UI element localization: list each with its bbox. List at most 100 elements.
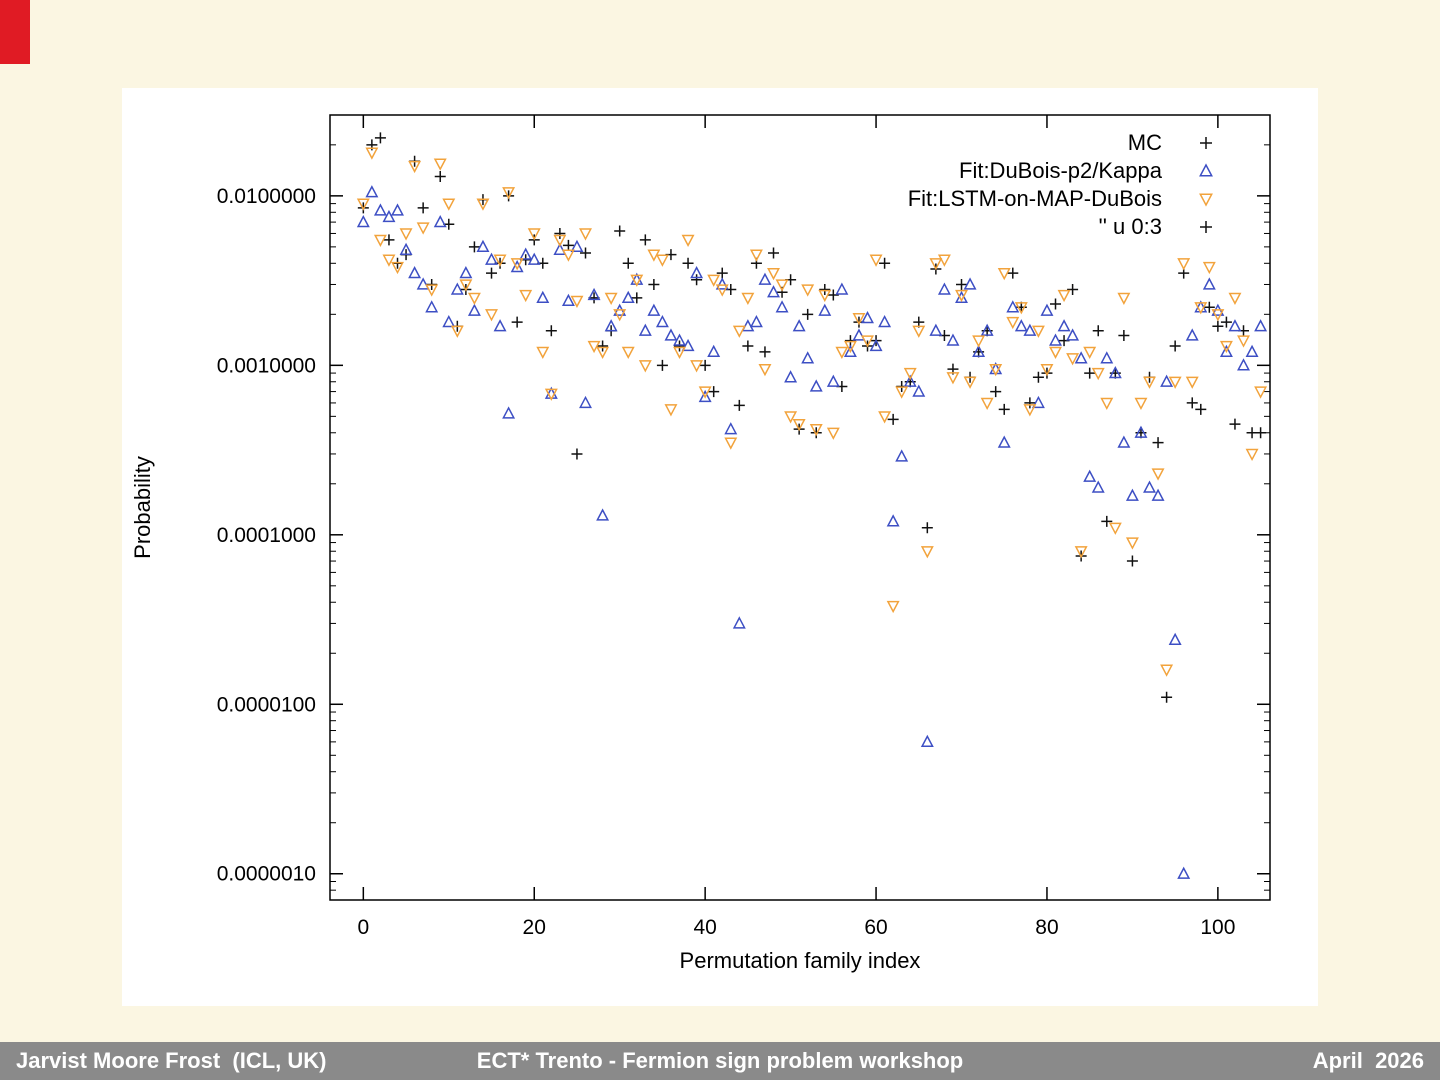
data-point	[459, 266, 473, 279]
data-point	[408, 266, 422, 279]
data-point	[1255, 427, 1267, 439]
data-point	[767, 267, 780, 281]
data-point	[955, 289, 968, 303]
data-point	[674, 340, 686, 352]
data-point	[1049, 333, 1062, 346]
data-point	[767, 285, 780, 298]
data-point	[990, 386, 1002, 398]
data-point	[1228, 292, 1242, 305]
data-point	[1228, 319, 1242, 332]
data-point	[597, 340, 609, 352]
data-point	[921, 522, 933, 534]
data-point	[655, 254, 669, 267]
data-point	[690, 360, 704, 373]
data-point	[690, 266, 704, 279]
data-point	[536, 290, 550, 304]
data-point	[1220, 316, 1232, 328]
data-point	[450, 282, 464, 295]
data-point	[1229, 418, 1241, 430]
data-point	[647, 303, 661, 316]
data-point	[433, 215, 447, 228]
data-point	[1254, 386, 1268, 399]
plot-border	[329, 114, 1271, 901]
data-point	[382, 209, 396, 223]
data-point	[596, 508, 610, 521]
data-point	[895, 449, 909, 462]
data-point	[553, 234, 567, 247]
data-point	[1219, 340, 1233, 354]
data-point	[467, 303, 481, 316]
data-point	[1194, 302, 1208, 315]
data-point	[450, 325, 464, 338]
data-point	[1066, 353, 1080, 366]
plot-box	[329, 114, 1271, 901]
data-point	[1202, 261, 1216, 275]
data-point	[980, 323, 994, 336]
data-point	[998, 403, 1010, 415]
data-point	[1049, 346, 1062, 360]
data-point	[502, 406, 516, 419]
data-point	[613, 309, 627, 322]
x-tick-label: 100	[1200, 916, 1235, 939]
data-point	[382, 254, 396, 267]
data-point	[1134, 425, 1148, 438]
data-point	[1169, 340, 1181, 352]
data-point	[391, 203, 404, 216]
data-point	[707, 344, 721, 358]
data-point	[365, 185, 379, 198]
data-point	[1057, 289, 1071, 303]
footer-workshop: ECT* Trento - Fermion sign problem works…	[476, 1048, 964, 1073]
data-point	[1161, 691, 1173, 703]
data-point	[579, 228, 592, 241]
data-point	[758, 272, 772, 285]
data-point	[467, 292, 481, 305]
data-point	[801, 284, 815, 297]
data-point	[510, 258, 524, 271]
data-point	[1186, 397, 1198, 409]
data-point	[1118, 329, 1130, 341]
data-point	[664, 404, 678, 417]
data-point	[562, 239, 574, 251]
data-point	[852, 328, 866, 341]
data-point	[1014, 302, 1028, 315]
data-point	[792, 319, 806, 332]
data-point	[1245, 344, 1259, 358]
data-point	[553, 242, 567, 256]
data-point	[417, 202, 429, 214]
data-point	[1083, 469, 1097, 482]
data-point	[792, 418, 806, 432]
data-point	[443, 218, 455, 230]
data-point	[580, 247, 592, 259]
x-tick-label: 80	[1035, 916, 1058, 939]
data-point	[356, 198, 370, 211]
legend-marker	[1200, 221, 1212, 233]
data-point	[1211, 309, 1225, 322]
data-point	[716, 267, 728, 279]
data-point	[732, 616, 746, 629]
data-point	[937, 282, 951, 295]
data-point	[1245, 448, 1259, 462]
data-point	[1185, 376, 1199, 389]
data-point	[554, 227, 566, 239]
data-point	[741, 292, 755, 305]
data-point	[946, 372, 960, 385]
data-point	[408, 160, 422, 174]
data-point	[1083, 346, 1097, 360]
data-point	[1237, 358, 1250, 371]
data-point	[596, 346, 610, 360]
data-point	[638, 323, 652, 336]
data-point	[809, 424, 823, 437]
data-point	[1151, 488, 1165, 501]
data-point	[639, 234, 651, 246]
data-point	[373, 234, 387, 247]
data-point	[810, 427, 822, 439]
data-point	[887, 413, 899, 425]
x-axis-title: Permutation family index	[680, 948, 921, 973]
data-point	[818, 303, 832, 316]
data-point	[1031, 395, 1045, 409]
data-point	[571, 448, 583, 460]
data-point	[476, 198, 490, 211]
legend-label: Fit:DuBois-p2/Kappa	[959, 158, 1163, 183]
data-point	[1091, 367, 1105, 381]
